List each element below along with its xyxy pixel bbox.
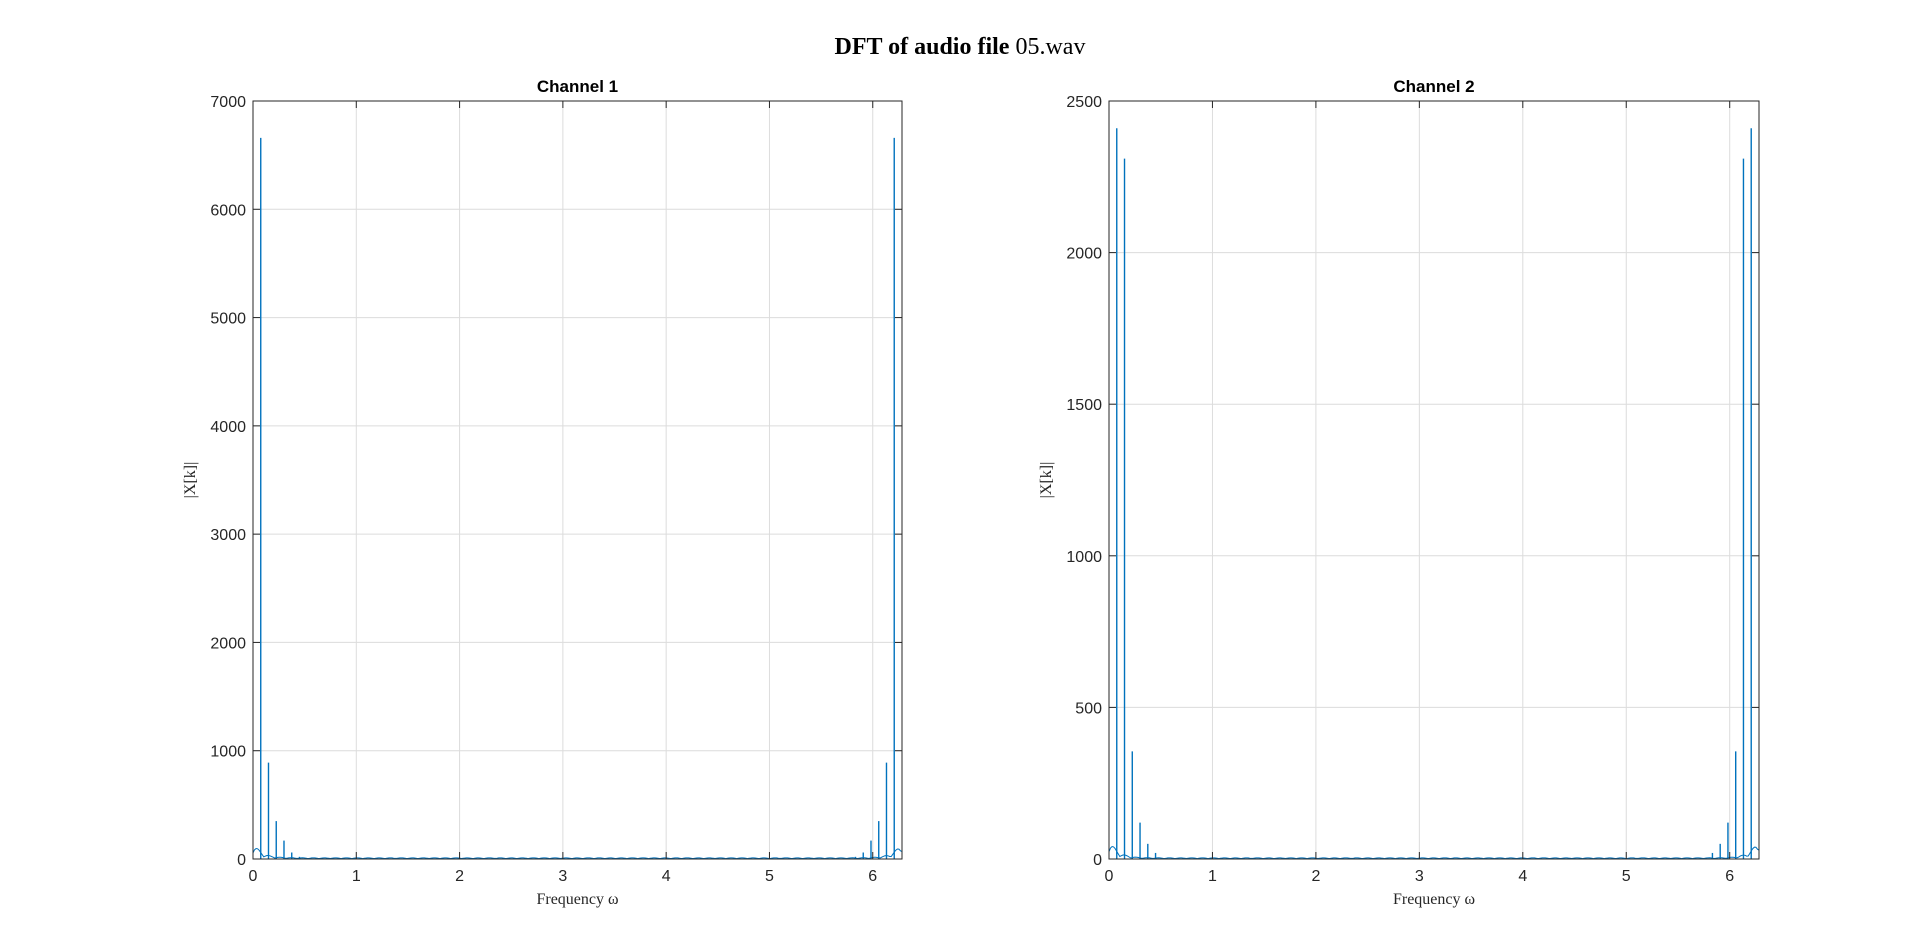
channel-2-y-tick-label: 500 — [1075, 700, 1102, 717]
channel-1-x-axis-label: Frequency ω — [536, 891, 618, 908]
channel-2-x-tick-label: 6 — [1725, 868, 1734, 885]
figure-title-filename: 05.wav — [1015, 34, 1085, 60]
channel-1-axes-box — [252, 100, 903, 860]
channel-2-y-tick-label: 2000 — [1066, 246, 1102, 263]
channel-2-axes: 0 1 2 3 4 5 6 0 500 1000 1500 2000 2500 Channel 2 Freq… — [1038, 77, 1760, 908]
channel-2-y-axis-label: |X[k]| — [1038, 462, 1055, 499]
channel-1-axes: 0 1 2 3 4 5 6 0 1000 2000 3000 4000 5000 6000 7000 Chan… — [182, 77, 903, 908]
channel-2-x-tick-label: 5 — [1622, 868, 1631, 885]
channel-2-noise-floor — [1108, 845, 1760, 860]
figure-title: DFT of audio file 05.wav — [835, 34, 1086, 60]
channel-1-y-tick-label: 7000 — [210, 94, 246, 111]
channel-1-x-tick-label: 2 — [455, 868, 464, 885]
channel-2-axes-box — [1108, 100, 1760, 860]
channel-2-y-tick-label: 1000 — [1066, 549, 1102, 566]
channel-1-y-tick-label: 3000 — [210, 527, 246, 544]
channel-1-y-tick-label: 4000 — [210, 419, 246, 436]
channel-1-x-tick-label: 6 — [868, 868, 877, 885]
channel-2-y-tick-label: 1500 — [1066, 397, 1102, 414]
channel-2-y-tick-label: 0 — [1093, 852, 1102, 869]
channel-2-x-tick-label: 0 — [1105, 868, 1114, 885]
channel-1-y-tick-label: 6000 — [210, 202, 246, 219]
channel-2-x-tick-label: 1 — [1208, 868, 1217, 885]
figure-title-prefix: DFT of audio file — [835, 34, 1016, 60]
channel-1-y-tick-label: 5000 — [210, 311, 246, 328]
channel-1-x-tick-label: 4 — [662, 868, 671, 885]
channel-1-x-tick-label: 1 — [352, 868, 361, 885]
channel-1-x-tick-label: 3 — [558, 868, 567, 885]
channel-1-x-tick-label: 0 — [249, 868, 258, 885]
channel-1-y-tick-label: 2000 — [210, 635, 246, 652]
channel-2-x-tick-label: 3 — [1415, 868, 1424, 885]
channel-2-x-tick-label: 2 — [1311, 868, 1320, 885]
channel-1-y-tick-label: 1000 — [210, 744, 246, 761]
channel-1-title: Channel 1 — [537, 77, 618, 96]
channel-1-x-tick-label: 5 — [765, 868, 774, 885]
channel-2-x-tick-label: 4 — [1518, 868, 1527, 885]
channel-2-title: Channel 2 — [1393, 77, 1474, 96]
channel-1-y-tick-label: 0 — [237, 852, 246, 869]
channel-2-y-tick-label: 2500 — [1066, 94, 1102, 111]
channel-1-noise-floor — [252, 847, 903, 860]
channel-2-x-axis-label: Frequency ω — [1393, 891, 1475, 908]
channel-1-y-axis-label: |X[k]| — [182, 462, 199, 499]
